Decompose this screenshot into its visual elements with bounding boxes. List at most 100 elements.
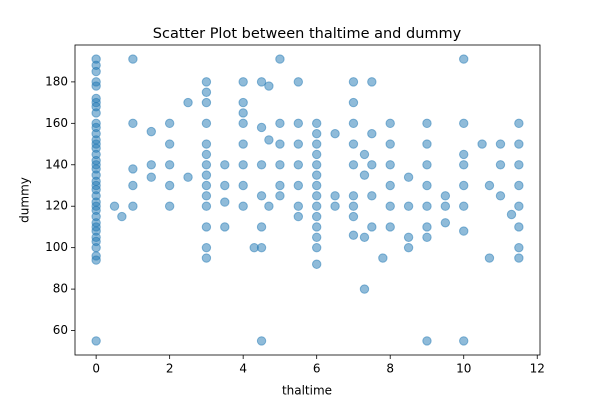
point xyxy=(275,54,285,64)
point xyxy=(264,81,274,91)
point xyxy=(256,222,267,232)
point xyxy=(330,201,340,211)
point xyxy=(330,128,340,139)
point xyxy=(495,160,506,170)
point xyxy=(459,226,469,236)
point xyxy=(506,209,517,220)
point xyxy=(91,118,101,129)
point xyxy=(238,160,248,170)
point xyxy=(422,232,432,242)
point xyxy=(385,160,395,170)
point xyxy=(128,118,138,129)
point xyxy=(367,222,377,232)
point xyxy=(238,118,248,129)
point xyxy=(201,160,212,170)
point xyxy=(514,180,524,191)
point xyxy=(275,191,285,201)
point xyxy=(311,149,322,160)
point xyxy=(422,160,432,170)
point xyxy=(146,172,156,182)
point xyxy=(311,139,322,149)
point xyxy=(348,230,359,240)
point xyxy=(422,201,432,211)
point xyxy=(484,253,495,263)
point xyxy=(385,118,395,129)
point xyxy=(128,54,138,64)
point xyxy=(348,139,359,149)
point xyxy=(359,170,370,180)
point xyxy=(201,191,212,201)
x-axis-label: thaltime xyxy=(282,384,332,398)
point xyxy=(385,201,395,211)
point xyxy=(514,201,524,211)
point xyxy=(91,93,101,104)
x-tick-label: 12 xyxy=(530,362,545,376)
point xyxy=(385,139,395,149)
x-tick-label: 2 xyxy=(166,362,174,376)
point xyxy=(293,211,304,222)
point xyxy=(201,139,212,149)
point xyxy=(459,54,469,64)
point xyxy=(367,128,377,139)
point xyxy=(459,180,469,191)
point xyxy=(348,97,359,108)
point xyxy=(403,201,414,211)
point xyxy=(91,77,101,87)
point xyxy=(348,118,359,129)
point xyxy=(201,87,212,97)
point xyxy=(484,180,495,191)
x-tick-label: 8 xyxy=(386,362,394,376)
point xyxy=(201,77,212,87)
point xyxy=(330,191,340,201)
point xyxy=(311,259,322,269)
y-tick-label: 60 xyxy=(53,323,68,337)
point xyxy=(128,180,138,191)
y-tick-label: 180 xyxy=(45,74,68,88)
point xyxy=(440,201,451,211)
point xyxy=(164,160,175,170)
point xyxy=(422,336,432,346)
point xyxy=(293,180,304,191)
point xyxy=(238,108,248,118)
point xyxy=(128,201,138,211)
point xyxy=(201,149,212,160)
point xyxy=(256,242,267,253)
point xyxy=(422,118,432,129)
point xyxy=(146,126,156,137)
point xyxy=(311,180,322,191)
point xyxy=(293,160,304,170)
point xyxy=(164,180,175,191)
point xyxy=(264,135,274,145)
point xyxy=(201,242,212,253)
point xyxy=(238,97,248,108)
point xyxy=(348,201,359,211)
point xyxy=(459,149,469,160)
point xyxy=(117,211,127,222)
point xyxy=(459,201,469,211)
point xyxy=(164,118,175,129)
point xyxy=(311,118,322,129)
plot-frame xyxy=(74,44,541,356)
point xyxy=(311,211,322,222)
point xyxy=(275,118,285,129)
point xyxy=(422,222,432,232)
point xyxy=(514,242,524,253)
x-tick-label: 6 xyxy=(313,362,321,376)
y-axis-label: dummy xyxy=(18,177,32,223)
point xyxy=(256,122,267,133)
point xyxy=(201,118,212,129)
point xyxy=(220,180,230,191)
point xyxy=(367,160,377,170)
y-tick-label: 80 xyxy=(53,282,68,296)
point xyxy=(293,77,304,87)
point xyxy=(440,191,451,201)
x-tick-label: 4 xyxy=(239,362,247,376)
point xyxy=(459,336,469,346)
point xyxy=(146,160,156,170)
point xyxy=(359,284,370,294)
point xyxy=(385,180,395,191)
y-tick-label: 140 xyxy=(45,157,68,171)
point xyxy=(201,253,212,263)
point xyxy=(256,77,267,87)
